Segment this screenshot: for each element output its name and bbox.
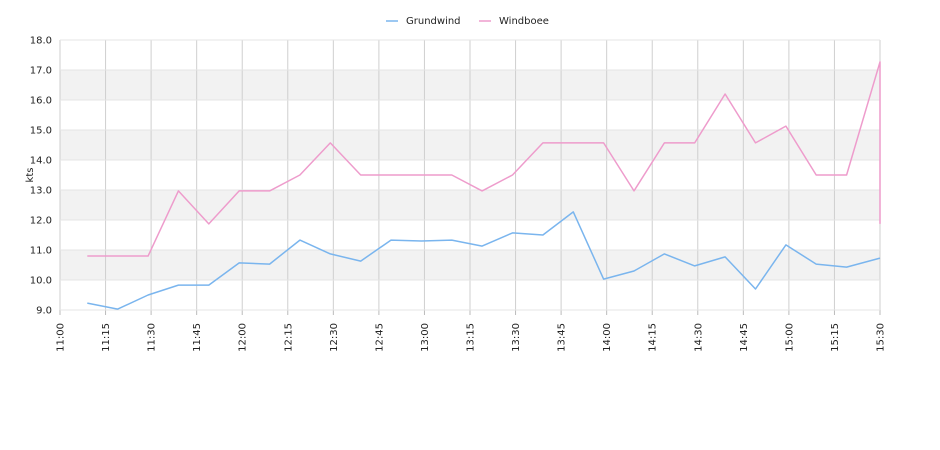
legend: Grundwind Windboee bbox=[386, 16, 549, 27]
x-tick-label: 11:15 bbox=[101, 323, 112, 352]
x-tick-label: 13:45 bbox=[557, 323, 568, 352]
x-tick-label: 11:00 bbox=[56, 323, 67, 352]
y-tick-label: 17.0 bbox=[30, 66, 52, 77]
x-tick-label: 12:00 bbox=[238, 323, 249, 352]
x-tick-label: 14:00 bbox=[602, 323, 613, 352]
y-tick-label: 15.0 bbox=[30, 126, 52, 137]
x-tick-label: 14:15 bbox=[648, 323, 659, 352]
series-line-grundwind bbox=[87, 211, 881, 310]
x-tick-label: 15:15 bbox=[830, 323, 841, 352]
y-tick-label: 12.0 bbox=[30, 216, 52, 227]
x-tick-label: 12:45 bbox=[374, 323, 385, 352]
x-tick-label: 11:45 bbox=[192, 323, 203, 352]
legend-label: Grundwind bbox=[406, 16, 461, 27]
x-tick-label: 12:30 bbox=[329, 323, 340, 352]
horizontal-gridlines bbox=[60, 39, 880, 311]
x-tick-label: 13:30 bbox=[511, 323, 522, 352]
x-tick-label: 13:00 bbox=[420, 323, 431, 352]
x-axis-ticks: 11:00 11:15 11:30 11:45 12:00 12:15 12:30 12:45… bbox=[56, 323, 887, 352]
x-tick-label: 12:15 bbox=[283, 323, 294, 352]
y-tick-label: 16.0 bbox=[30, 96, 52, 107]
y-axis-ticks: 9.0 10.0 11.0 12.0 13.0 14.0 15.0 16.0 17.0 18.0 bbox=[30, 36, 52, 317]
y-tick-label: 13.0 bbox=[30, 186, 52, 197]
x-tick-label: 13:15 bbox=[466, 323, 477, 352]
y-axis-title: kts bbox=[25, 168, 36, 183]
x-tick-label: 15:00 bbox=[784, 323, 795, 352]
series-lines bbox=[87, 61, 881, 310]
y-tick-label: 10.0 bbox=[30, 276, 52, 287]
legend-label: Windboee bbox=[499, 16, 549, 27]
series-line-windboee bbox=[87, 61, 881, 257]
x-tick-label: 15:30 bbox=[876, 323, 887, 352]
y-tick-label: 11.0 bbox=[30, 246, 52, 257]
y-tick-label: 14.0 bbox=[30, 156, 52, 167]
y-tick-label: 9.0 bbox=[36, 306, 52, 317]
x-tick-label: 14:45 bbox=[739, 323, 750, 352]
y-tick-label: 18.0 bbox=[30, 36, 52, 47]
x-tick-label: 11:30 bbox=[147, 323, 158, 352]
x-tick-label: 14:30 bbox=[693, 323, 704, 352]
